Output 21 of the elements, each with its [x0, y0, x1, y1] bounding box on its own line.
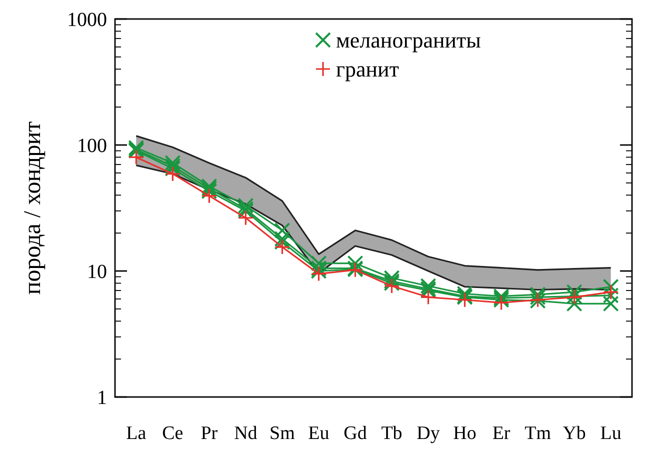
y-axis-title: порода / хондрит — [20, 120, 46, 295]
x-tick-label: Dy — [416, 423, 440, 444]
x-tick-label: Ce — [162, 423, 184, 444]
x-tick-label: Gd — [344, 423, 368, 444]
x-tick-label: Nd — [234, 423, 258, 444]
legend-label: меланограниты — [336, 28, 482, 53]
x-tick-label: Yb — [562, 423, 586, 444]
y-tick-label: 10 — [87, 261, 107, 283]
x-tick-label: Lu — [600, 423, 622, 444]
y-tick-label: 1000 — [67, 9, 107, 31]
x-tick-label: Sm — [270, 423, 296, 444]
x-tick-label: Pr — [200, 423, 218, 444]
x-tick-label: Tm — [524, 423, 552, 444]
y-tick-label: 100 — [77, 135, 107, 157]
x-tick-label: Ho — [453, 423, 476, 444]
x-tick-label: Er — [492, 423, 511, 444]
x-tick-label: La — [126, 423, 147, 444]
y-tick-label: 1 — [97, 387, 107, 409]
legend-label: гранит — [336, 56, 400, 82]
x-tick-label: Tb — [381, 423, 402, 444]
x-tick-label: Eu — [308, 423, 330, 444]
